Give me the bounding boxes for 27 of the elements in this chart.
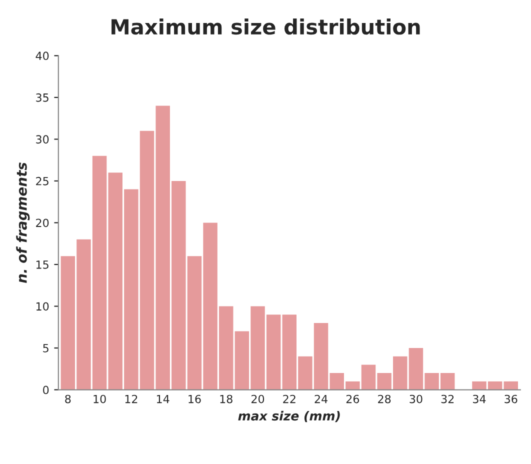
x-tick-label: 8 — [65, 394, 71, 404]
x-tick-label: 22 — [283, 394, 296, 404]
y-tick-label: 0 — [43, 386, 49, 394]
y-tick-label: 30 — [36, 135, 49, 144]
x-tick-label: 30 — [410, 394, 422, 404]
y-axis-title: n. of fragments — [16, 162, 30, 283]
y-tick-label: 35 — [36, 93, 48, 102]
x-tick-label: 36 — [504, 394, 518, 404]
y-tick-label: 40 — [36, 52, 49, 60]
x-tick-label: 32 — [441, 394, 454, 404]
x-tick-label: 28 — [378, 394, 391, 404]
x-tick-label: 18 — [220, 394, 232, 404]
x-tick-label: 14 — [156, 394, 170, 404]
y-tick-label: 10 — [36, 302, 49, 311]
x-tick-label: 20 — [252, 394, 264, 404]
y-tick-label: 5 — [43, 344, 48, 352]
y-tick-label: 20 — [36, 218, 49, 228]
y-tick-label: 25 — [36, 176, 48, 186]
x-tick-label: 26 — [346, 394, 360, 404]
x-tick-label: 10 — [94, 394, 106, 404]
x-tick-label: 12 — [125, 394, 138, 404]
y-tick-label: 15 — [36, 260, 48, 269]
x-tick-label: 16 — [188, 394, 201, 404]
x-axis-title: max size (mm) — [238, 410, 340, 422]
chart-title: Maximum size distribution — [112, 18, 420, 35]
x-tick-label: 34 — [473, 394, 486, 404]
x-tick-label: 24 — [314, 394, 328, 404]
